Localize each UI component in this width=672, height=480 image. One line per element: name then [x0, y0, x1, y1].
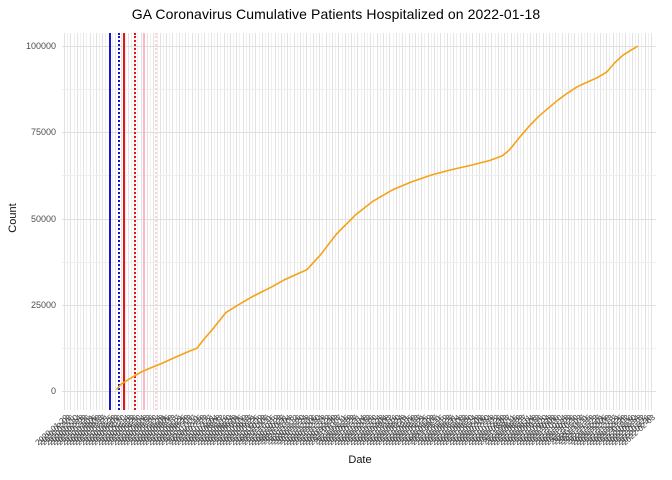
vertical-gridline [92, 33, 94, 410]
vertical-gridline [83, 33, 85, 410]
event-vline-blue-solid [109, 33, 112, 410]
vertical-gridline [115, 33, 117, 410]
y-tick-label: 100000 [25, 41, 56, 51]
y-tick-label: 75000 [30, 127, 56, 138]
event-vline-red-solid [123, 33, 126, 410]
horizontal-gridline [62, 132, 656, 134]
y-tick-label: 50000 [30, 213, 56, 224]
horizontal-gridline [62, 218, 656, 220]
vertical-gridline [70, 33, 72, 410]
x-axis-title: Date [348, 454, 372, 466]
vertical-gridline [89, 33, 91, 410]
vertical-gridline [641, 33, 643, 410]
vertical-gridline [638, 33, 640, 410]
horizontal-gridline [62, 261, 656, 263]
vertical-gridline [644, 33, 646, 410]
horizontal-gridline [62, 175, 656, 177]
event-vline-blue-dotted [117, 33, 120, 410]
y-tick-label: 25000 [30, 299, 56, 310]
vertical-gridline [67, 33, 69, 410]
horizontal-gridline [62, 304, 656, 306]
event-vline-pink-solid [143, 33, 146, 410]
vertical-gridline [650, 33, 652, 410]
horizontal-gridline [62, 46, 656, 47]
vertical-gridline [95, 33, 97, 410]
vertical-gridline [105, 33, 107, 410]
vertical-gridline [99, 33, 101, 410]
event-vline-pink-dotted [154, 33, 157, 410]
horizontal-gridline [62, 391, 656, 392]
chart-title: GA Coronavirus Cumulative Patients Hospi… [131, 6, 541, 22]
vertical-gridline [647, 33, 649, 410]
y-tick-label: 0 [50, 386, 56, 396]
vertical-gridline [86, 33, 88, 410]
vertical-gridline [73, 33, 75, 410]
vertical-gridline [76, 33, 78, 410]
vertical-gridline [111, 33, 113, 410]
plot-panel [62, 33, 656, 410]
event-vline-red-dotted [133, 33, 136, 410]
vertical-gridline [79, 33, 81, 410]
y-axis-title: Count [7, 203, 19, 233]
vertical-gridline [102, 33, 104, 410]
vertical-gridline [64, 33, 65, 410]
horizontal-gridline [62, 89, 656, 91]
horizontal-gridline [62, 347, 656, 349]
